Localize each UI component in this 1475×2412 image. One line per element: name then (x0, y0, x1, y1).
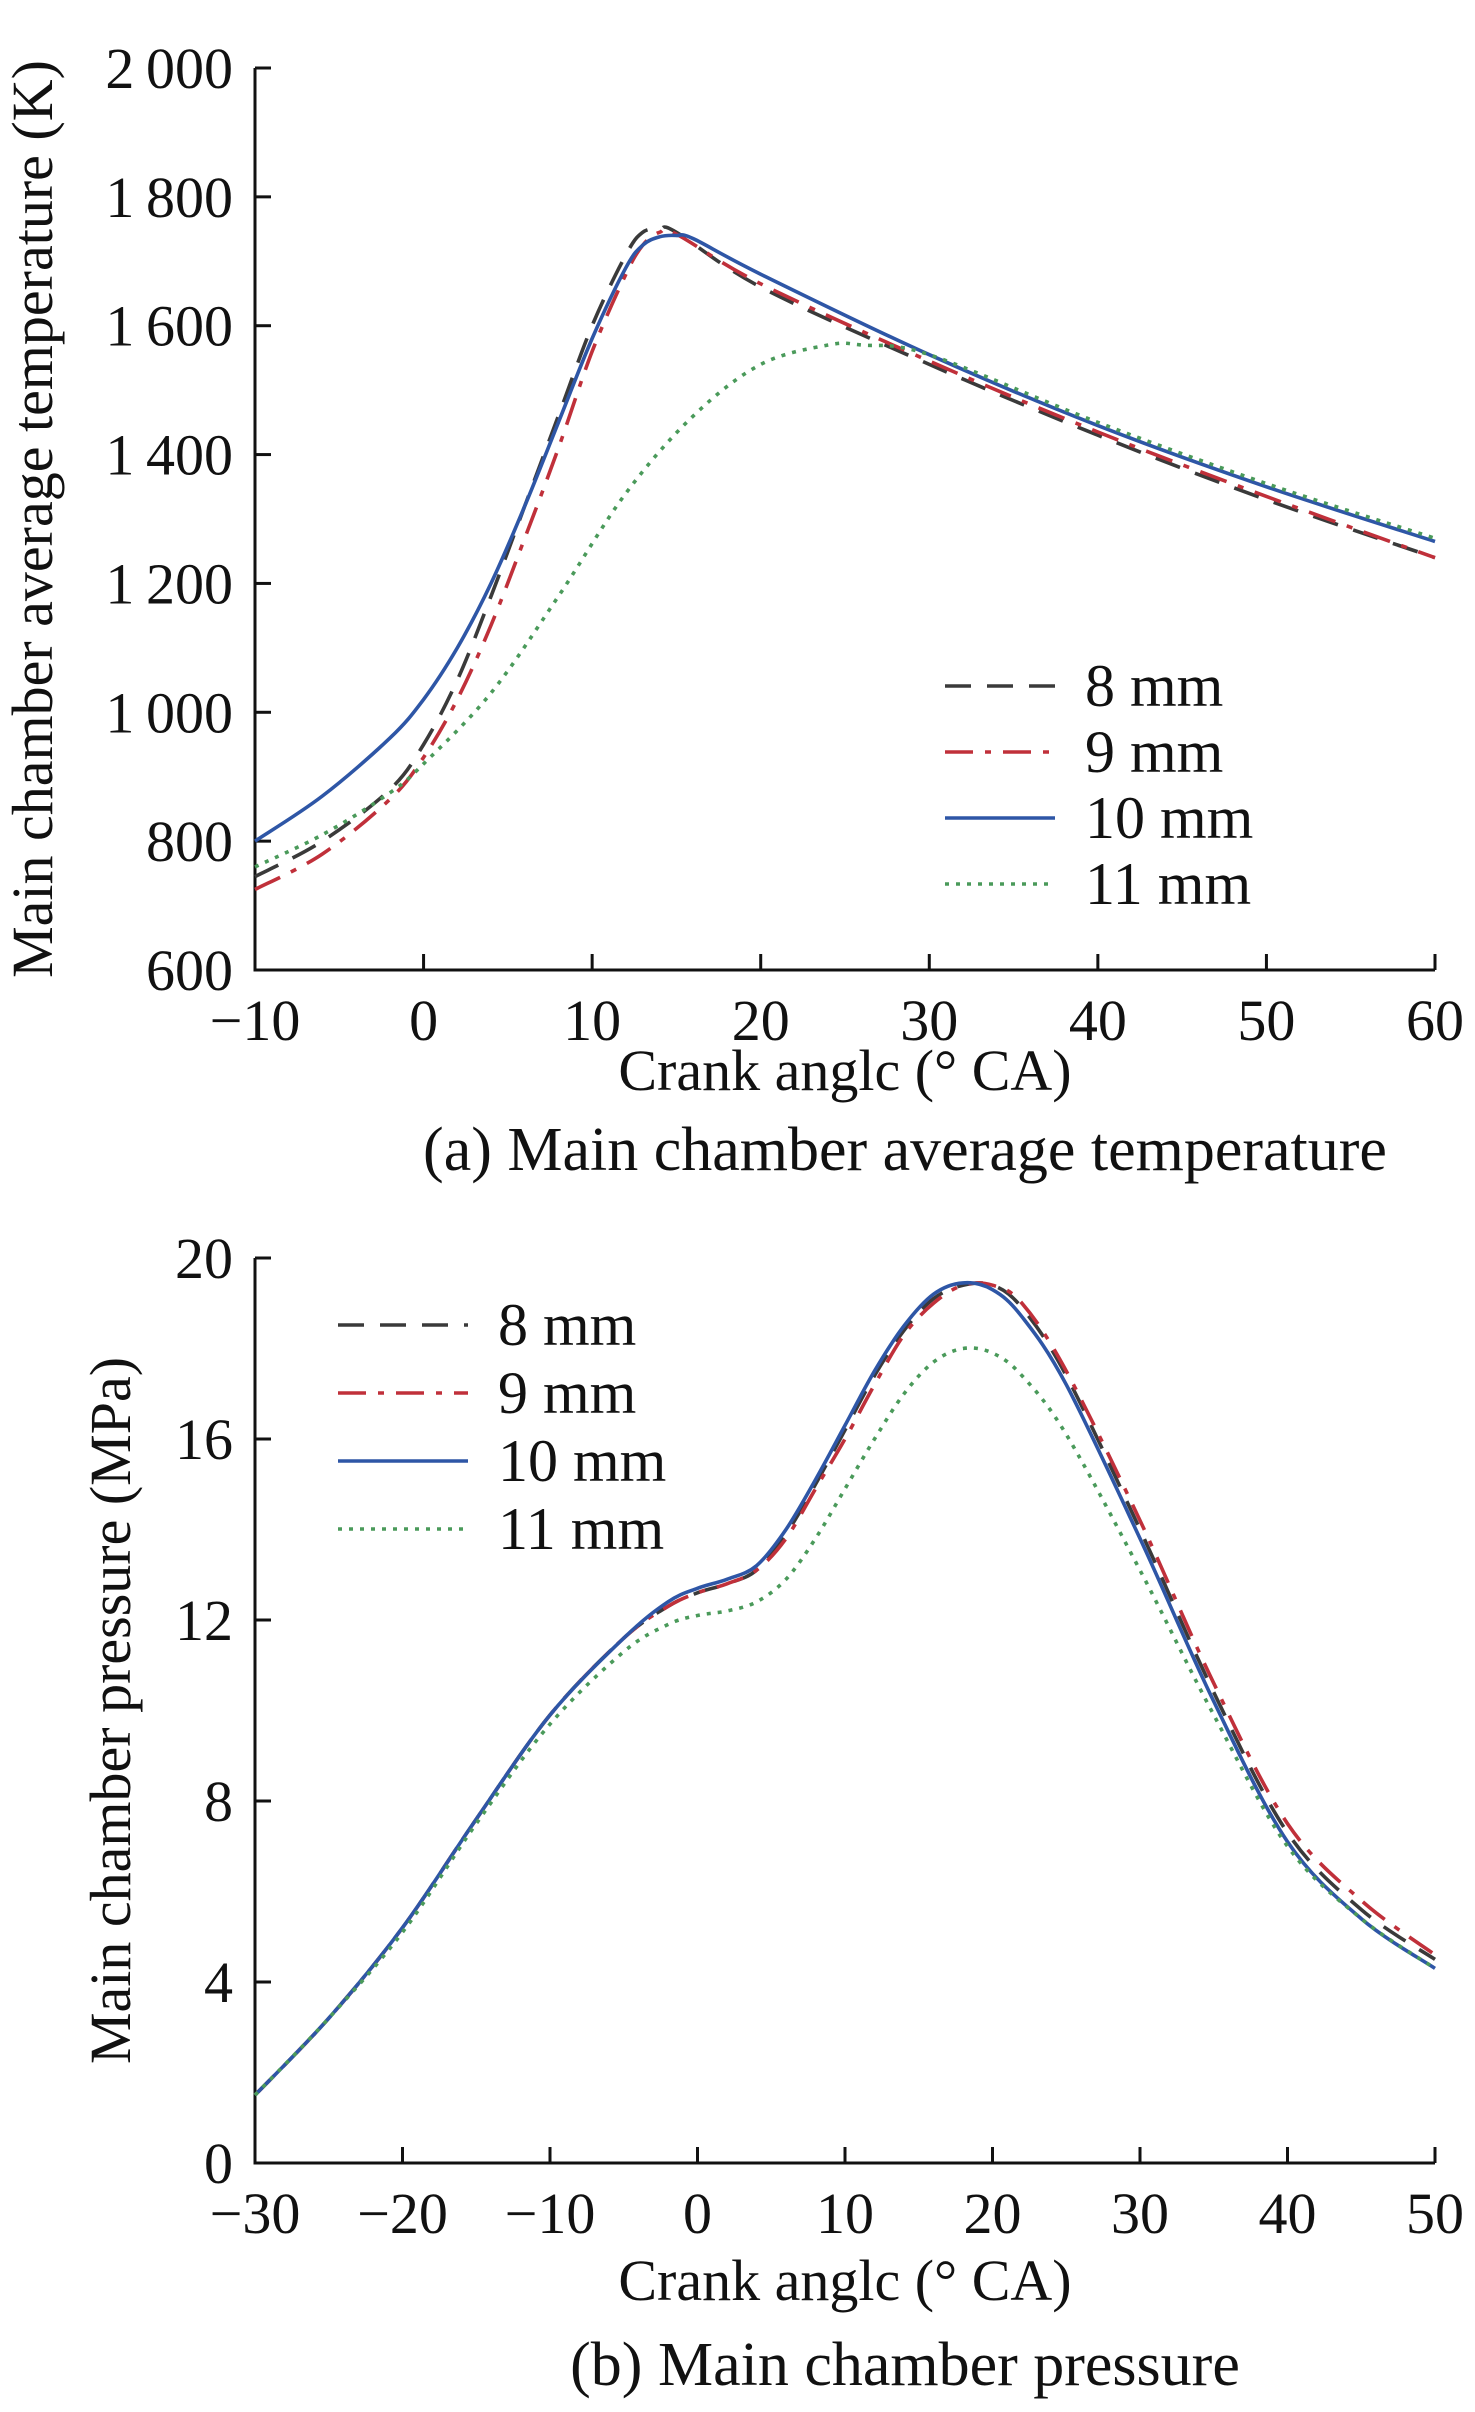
x-tick-label: 0 (683, 2181, 712, 2246)
x-tick-label: 30 (900, 988, 958, 1053)
y-tick-label: 2 000 (105, 36, 233, 101)
y-tick-label: 1 600 (105, 294, 233, 359)
chart-caption: (b) Main chamber pressure (570, 2331, 1240, 2399)
legend-label: 11 mm (1085, 851, 1251, 917)
x-tick-label: 10 (563, 988, 621, 1053)
y-tick-label: 0 (204, 2131, 233, 2196)
legend-label: 8 mm (1085, 653, 1223, 719)
legend-label: 8 mm (498, 1292, 636, 1358)
series-line-8mm (254, 225, 1436, 879)
series-line-9mm (254, 227, 1436, 892)
series-line-11mm (253, 1346, 1437, 2097)
legend-label: 9 mm (1085, 719, 1223, 785)
x-tick-label: 50 (1237, 988, 1295, 1053)
y-tick-label: 1 400 (105, 423, 233, 488)
y-tick-label: 600 (146, 938, 233, 1003)
series-line-10mm (253, 1280, 1437, 2097)
pressure-chart: 0 4 8 12 16 20 −30 −20 −10 0 10 20 30 40 50 Crank anglc… (78, 1226, 1464, 2399)
legend-label: 10 mm (498, 1428, 666, 1494)
x-tick-label: 0 (409, 988, 438, 1053)
legend-label: 11 mm (498, 1496, 664, 1562)
y-axis-title: Main chamber pressure (MPa) (78, 1357, 143, 2064)
x-tick-label: 40 (1259, 2181, 1317, 2246)
y-tick-label: 1 000 (105, 680, 233, 745)
y-tick-label: 20 (175, 1226, 233, 1291)
y-tick-label: 8 (204, 1769, 233, 1834)
y-tick-label: 1 200 (105, 551, 233, 616)
x-tick-label: 60 (1406, 988, 1464, 1053)
legend-label: 9 mm (498, 1360, 636, 1426)
y-tick-label: 800 (146, 809, 233, 874)
x-tick-label: −10 (210, 988, 301, 1053)
series-line-11mm (254, 341, 1436, 869)
x-tick-label: 40 (1069, 988, 1127, 1053)
x-tick-label: 10 (816, 2181, 874, 2246)
x-tick-label: 30 (1111, 2181, 1169, 2246)
x-tick-label: 50 (1406, 2181, 1464, 2246)
x-tick-label: −20 (357, 2181, 448, 2246)
y-tick-label: 16 (175, 1407, 233, 1472)
x-tick-label: −30 (210, 2181, 301, 2246)
series-line-9mm (253, 1281, 1437, 2097)
series-line-10mm (253, 233, 1436, 843)
x-tick-label: 20 (964, 2181, 1022, 2246)
axis-lines (253, 68, 1435, 972)
y-tick-label: 12 (175, 1588, 233, 1653)
x-axis-title: Crank anglc (° CA) (618, 1038, 1071, 1103)
y-tick-label: 1 800 (105, 165, 233, 230)
temperature-chart: 600 800 1 000 1 200 1 400 1 600 1 800 2 000 −10 0… (0, 36, 1464, 1184)
axis-lines (253, 1258, 1435, 2165)
y-axis-title: Main chamber average temperature (K) (0, 60, 65, 978)
legend-label: 10 mm (1085, 785, 1253, 851)
x-tick-label: 20 (732, 988, 790, 1053)
chart-caption: (a) Main chamber average temperature (423, 1116, 1387, 1184)
x-tick-label: −10 (505, 2181, 596, 2246)
x-axis-title: Crank anglc (° CA) (618, 2248, 1071, 2313)
series-line-8mm (253, 1281, 1437, 2097)
y-tick-label: 4 (204, 1950, 233, 2015)
